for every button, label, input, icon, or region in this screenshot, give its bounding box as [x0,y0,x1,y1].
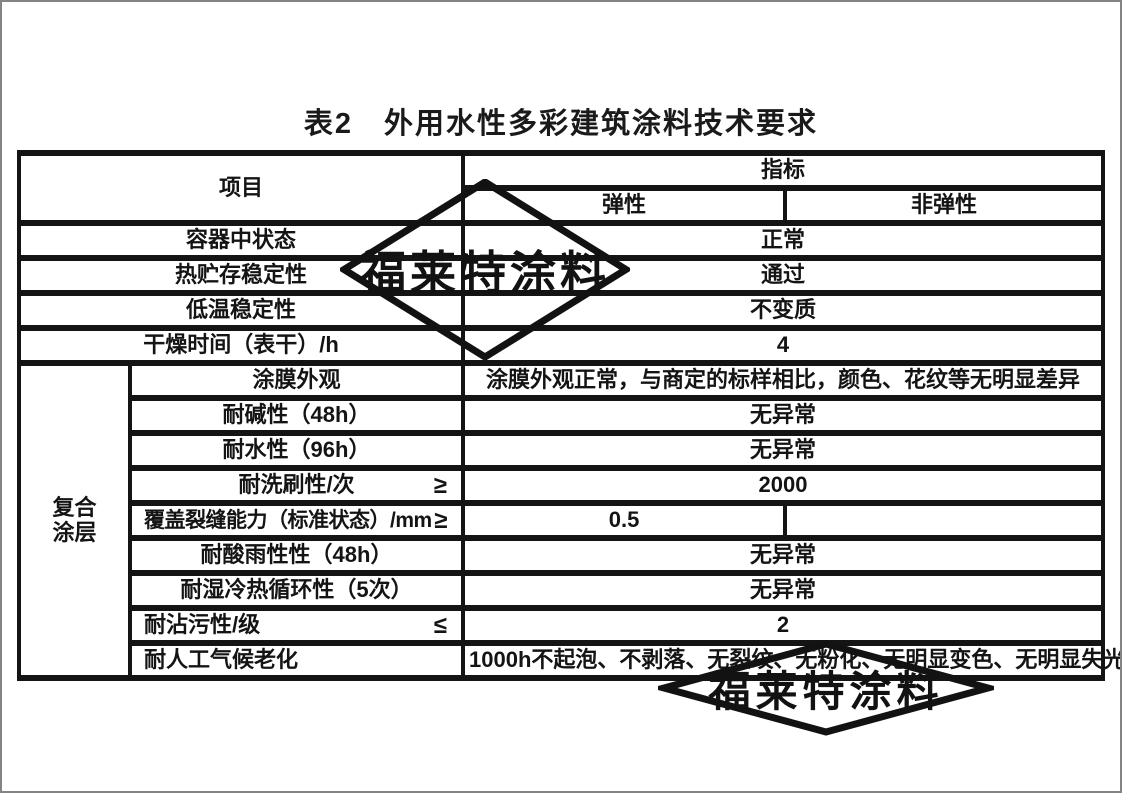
table-row: 项目 指标 [16,150,1106,226]
table-row: 干燥时间（表干）/h 4 [16,325,1106,366]
row-label: 耐洗刷性/次 ≥ [127,465,466,506]
table-row: 耐碱性（48h） 无异常 [19,395,1106,436]
row-label: 热贮存稳定性 [16,255,466,296]
table-row: 复合 涂层 涂膜外观 涂膜外观正常，与商定的标样相比，颜色、花纹等无明显差异 [17,360,1106,681]
row-value: 正常 [461,220,1106,261]
row-label: 容器中状态 [16,220,466,261]
row-label-text: 耐洗刷性/次 [238,472,355,498]
row-label: 耐酸雨性性（48h） [127,535,466,576]
table-row: 覆盖裂缝能力（标准状态）/mm ≥ 0.5 [19,500,1106,541]
group-label-line: 复合 [52,495,97,521]
row-label-text: 耐沾污性/级 [144,612,261,638]
header-elastic: 弹性 [461,185,788,226]
row-value: 无异常 [461,430,1106,471]
row-label-text: 耐人工气候老化 [144,647,299,673]
header-indicator: 指标 [461,150,1106,191]
row-value: 无异常 [461,535,1106,576]
row-label: 干燥时间（表干）/h [16,325,466,366]
row-value: 涂膜外观正常，与商定的标样相比，颜色、花纹等无明显差异 [461,360,1106,401]
row-value: 不变质 [461,290,1106,331]
group-label-line: 涂层 [52,519,97,545]
row-value-non-elastic [783,500,1106,541]
row-label: 耐沾污性/级 ≤ [127,605,466,646]
row-label: 耐碱性（48h） [127,395,466,436]
row-label: 耐人工气候老化 [127,640,466,681]
row-label: 耐水性（96h） [127,430,466,471]
row-value: 1000h不起泡、不剥落、无裂纹、无粉化、无明显变色、无明显失光 [461,640,1120,681]
row-label: 覆盖裂缝能力（标准状态）/mm ≥ [127,500,466,541]
table-row: 容器中状态 正常 [16,220,1106,261]
row-value-elastic: 0.5 [461,500,788,541]
table-row: 耐酸雨性性（48h） 无异常 [19,535,1106,576]
gte-symbol: ≥ [434,506,448,534]
row-value: 2000 [461,465,1106,506]
table-row: 耐洗刷性/次 ≥ 2000 [19,465,1106,506]
table-title: 表2 外用水性多彩建筑涂料技术要求 [303,108,819,140]
row-value: 通过 [461,255,1106,296]
row-value: 无异常 [461,395,1106,436]
row-value: 2 [461,605,1106,646]
group-label-composite-coating: 复合 涂层 [17,360,132,681]
lte-symbol: ≤ [433,611,448,639]
row-label-text: 覆盖裂缝能力（标准状态）/mm [144,508,432,532]
table-row: 耐水性（96h） 无异常 [19,430,1106,471]
header-item: 项目 [16,150,466,226]
table-row: 耐人工气候老化 1000h不起泡、不剥落、无裂纹、无粉化、无明显变色、无明显失光 [19,640,1120,681]
table-row: 低温稳定性 不变质 [16,290,1106,331]
row-value: 4 [461,325,1106,366]
row-label: 低温稳定性 [16,290,466,331]
spec-table: 项目 指标 弹性 非弹性 容器中状态 正常 热贮存稳定性 通过 低温稳定性 不变… [16,150,1120,681]
header-non-elastic: 非弹性 [783,185,1106,226]
table-row: 耐沾污性/级 ≤ 2 [19,605,1106,646]
table-row: 耐湿冷热循环性（5次） 无异常 [19,570,1106,611]
row-value: 无异常 [461,570,1106,611]
gte-symbol: ≥ [433,471,448,499]
row-label: 耐湿冷热循环性（5次） [127,570,466,611]
table-row: 热贮存稳定性 通过 [16,255,1106,296]
row-label: 涂膜外观 [127,360,466,401]
